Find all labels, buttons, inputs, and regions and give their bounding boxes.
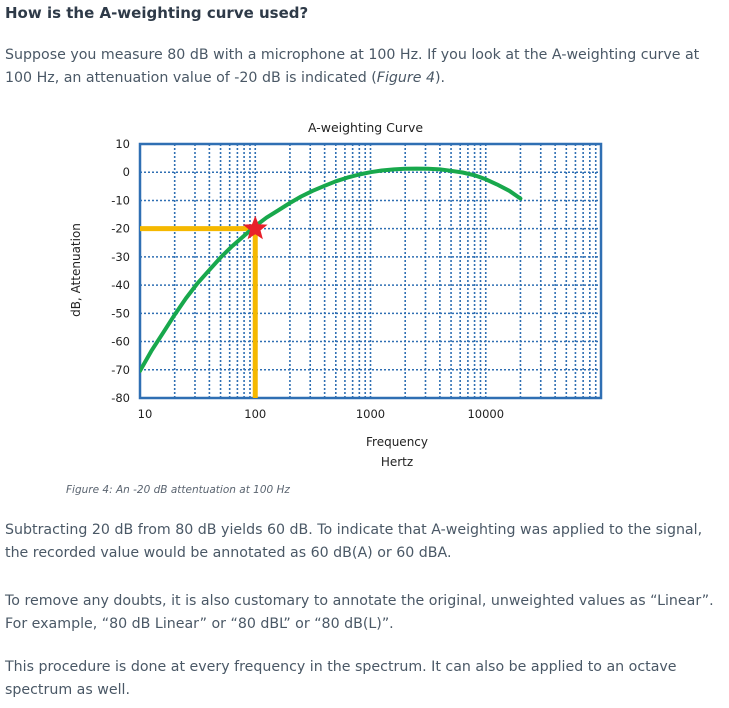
- section-heading: How is the A-weighting curve used?: [5, 4, 309, 22]
- x-axis-label: Frequency: [366, 435, 428, 449]
- y-tick-label: -20: [111, 222, 130, 236]
- figure-caption: Figure 4: An -20 dB attentuation at 100 …: [66, 484, 290, 496]
- a-weighting-chart: A-weighting Curve100-10-20-30-40-50-60-7…: [111, 120, 603, 469]
- paragraph-subtracting: Subtracting 20 dB from 80 dB yields 60 d…: [5, 522, 703, 561]
- y-axis-label: dB, Attenuation: [69, 223, 83, 317]
- intro-text: Suppose you measure 80 dB with a microph…: [5, 47, 700, 86]
- series-line-0: [140, 166, 523, 373]
- intro-text-end: ).: [434, 70, 446, 86]
- y-tick-label: -10: [111, 193, 130, 207]
- x-tick-label: 1000: [356, 407, 385, 421]
- y-tick-label: -70: [111, 363, 130, 377]
- paragraph-linear: To remove any doubts, it is also customa…: [5, 593, 714, 632]
- x-axis-label: Hertz: [381, 455, 413, 469]
- y-tick-label: -40: [111, 278, 130, 292]
- y-tick-label: 0: [123, 165, 130, 179]
- paragraph-procedure: This procedure is done at every frequenc…: [5, 659, 677, 698]
- y-tick-label: -60: [111, 335, 130, 349]
- y-tick-label: -50: [111, 306, 130, 320]
- y-tick-label: 10: [115, 137, 130, 151]
- intro-paragraph: Suppose you measure 80 dB with a microph…: [5, 44, 720, 90]
- y-tick-label: -30: [111, 250, 130, 264]
- figure-reference: Figure 4: [376, 70, 435, 86]
- plot-frame: [138, 142, 603, 400]
- highlight-star-marker: [242, 215, 268, 240]
- x-tick-label: 100: [244, 407, 266, 421]
- x-tick-label: 10: [138, 407, 153, 421]
- y-tick-label: -80: [111, 391, 130, 405]
- x-tick-label: 10000: [467, 407, 504, 421]
- chart-title: A-weighting Curve: [308, 120, 423, 135]
